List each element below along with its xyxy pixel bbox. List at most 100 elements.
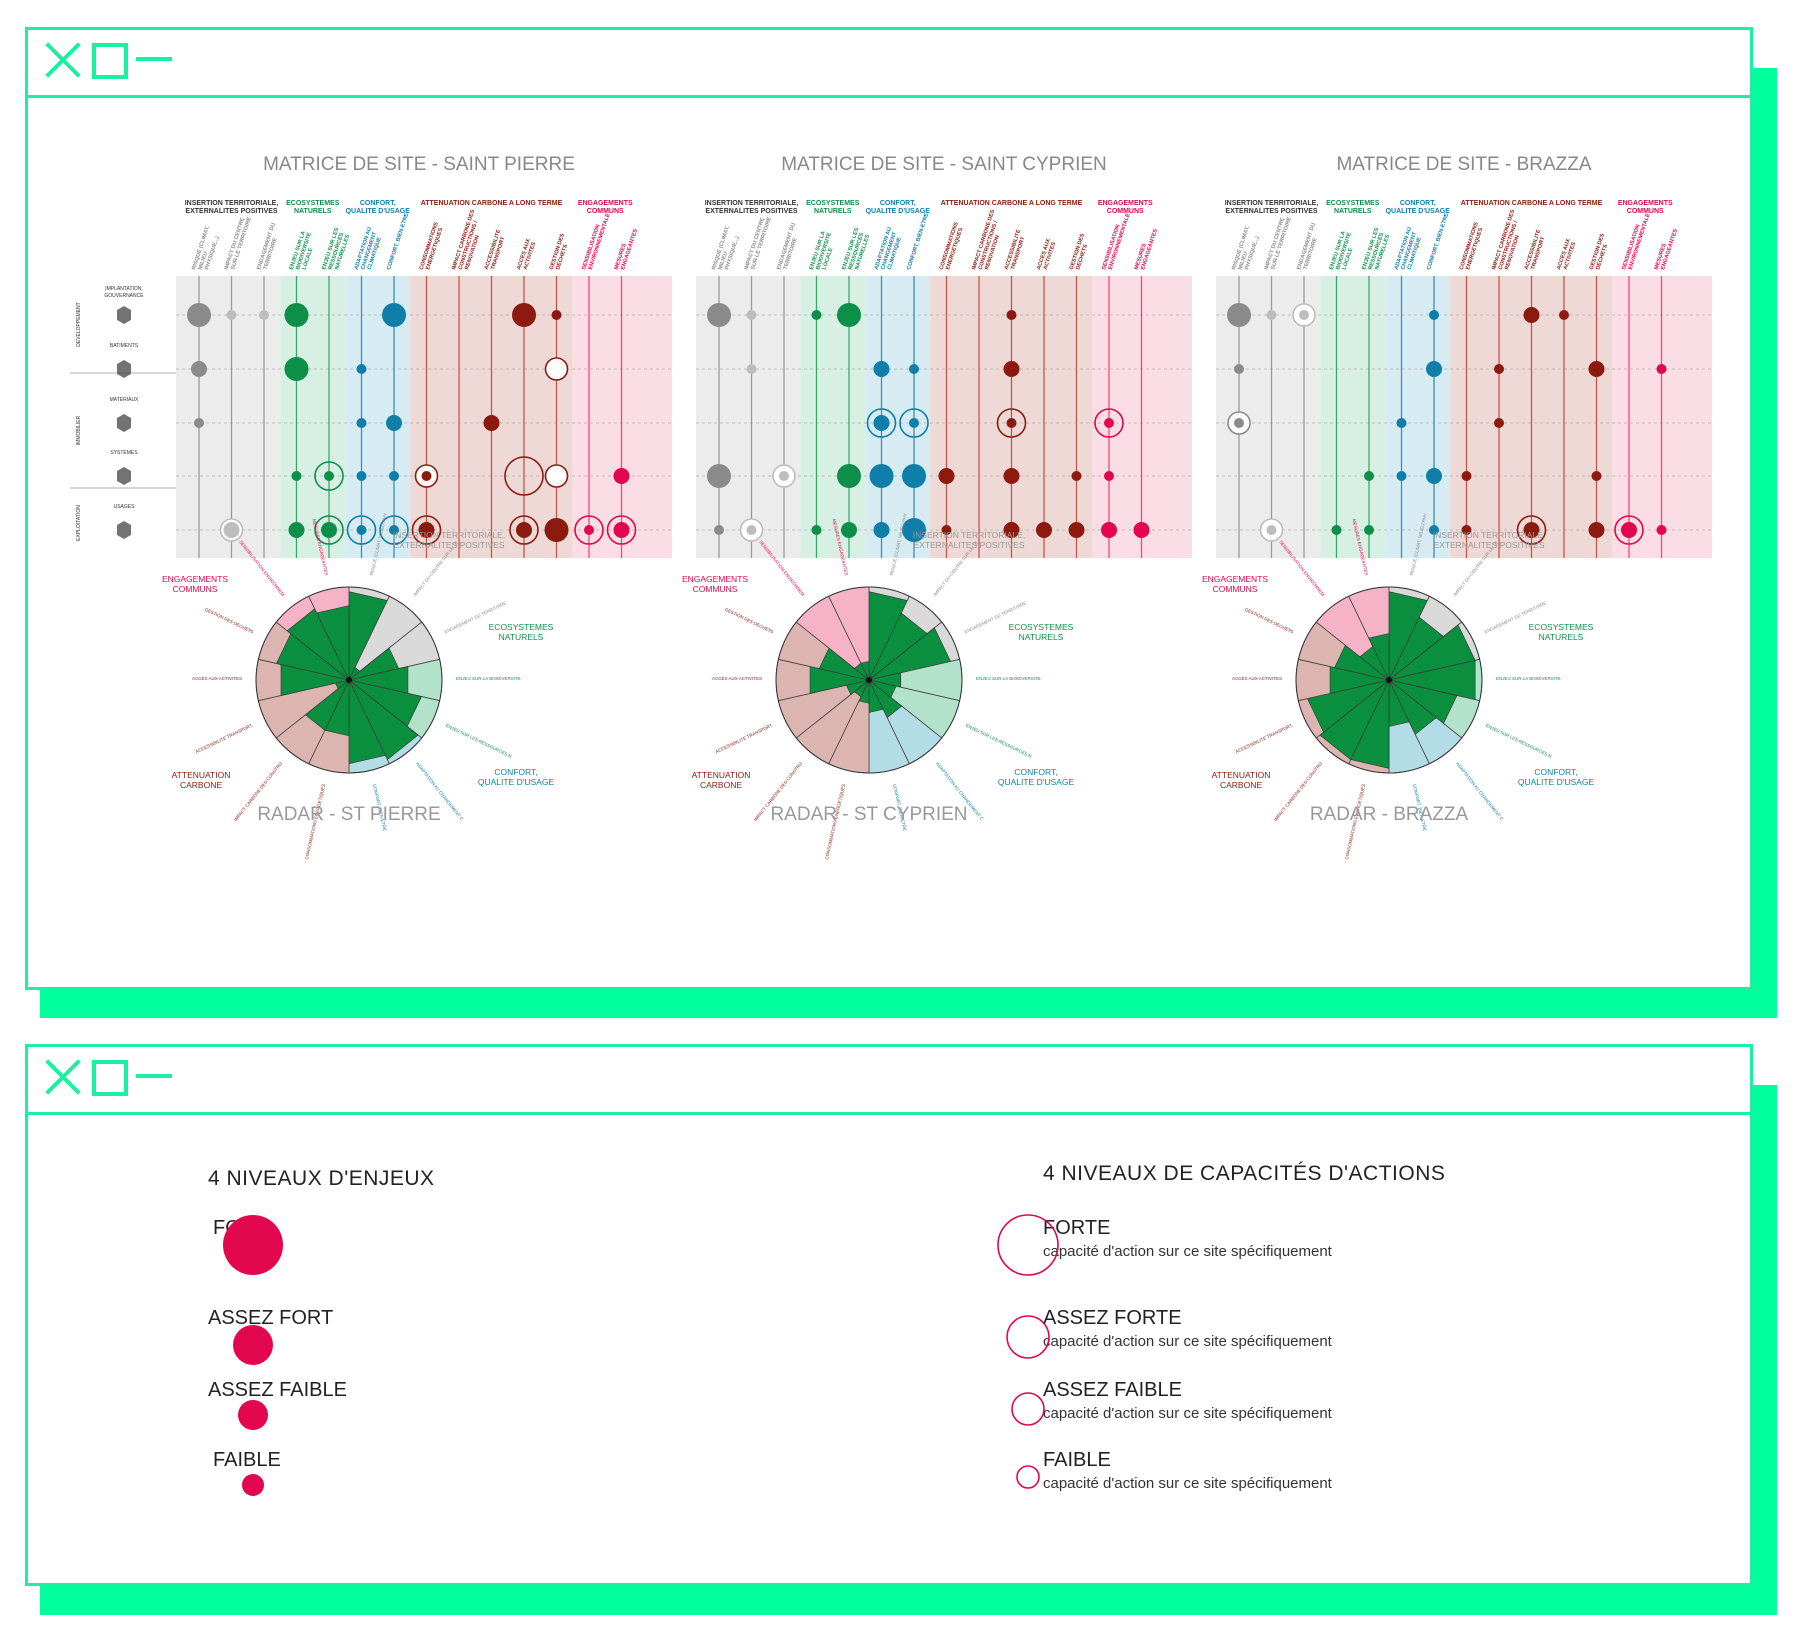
radar-category-label: ENGAGEMENTS bbox=[682, 574, 748, 584]
stake-dot bbox=[1621, 522, 1637, 538]
column-label: MILIEU bbox=[1238, 251, 1249, 271]
enjeux-label: ASSEZ FORT bbox=[208, 1307, 334, 1329]
radar-category-label: EXTERNALITES POSITIVES bbox=[393, 540, 504, 550]
radar-chart: RISQUE (CLIMAT, MILIEU PHY IMPACT DU CENT… bbox=[1202, 513, 1595, 860]
minimize-icon[interactable] bbox=[136, 1074, 172, 1078]
legend-symbols bbox=[223, 1214, 1059, 1496]
category-header: QUALITE D'USAGE bbox=[866, 208, 931, 215]
stake-dot bbox=[1364, 471, 1374, 481]
stake-dot bbox=[187, 303, 211, 327]
column-label: CONFORT, BIEN-ETRE bbox=[386, 212, 410, 271]
action-capacity-ring bbox=[411, 515, 442, 545]
capacite-sub: capacité d'action sur ce site spécifique… bbox=[1043, 1333, 1332, 1350]
stake-dot bbox=[386, 415, 402, 431]
close-icon[interactable] bbox=[44, 42, 80, 78]
radar-center bbox=[866, 677, 872, 683]
stake-dot bbox=[779, 471, 789, 481]
stake-dot bbox=[1426, 468, 1442, 484]
stake-dot bbox=[1299, 310, 1309, 320]
row-label: IMPLANTATION, bbox=[105, 286, 143, 292]
stake-dot bbox=[1036, 522, 1052, 538]
radar-category-label: NATURELS bbox=[499, 632, 544, 642]
radar-center bbox=[346, 677, 352, 683]
stake-level-dot bbox=[238, 1400, 268, 1430]
stake-dot bbox=[938, 468, 955, 484]
stake-dot bbox=[811, 525, 822, 535]
category-header: ENGAGEMENTS bbox=[1618, 200, 1673, 207]
capacite-sub: capacité d'action sur ce site spécifique… bbox=[1043, 1243, 1332, 1260]
stake-dot bbox=[356, 364, 367, 374]
action-capacity-ring bbox=[1094, 408, 1124, 438]
stake-dot bbox=[551, 310, 562, 320]
maximize-icon[interactable] bbox=[92, 1060, 128, 1096]
radar-sector-label: ACCES AUX ACTIVITES bbox=[192, 676, 242, 681]
stake-dot bbox=[382, 303, 406, 327]
stake-dot bbox=[194, 418, 204, 428]
category-header: ATTENUATION CARBONE A LONG TERME bbox=[421, 200, 563, 207]
radar-title: RADAR - ST PIERRE bbox=[257, 804, 440, 825]
stake-dot bbox=[1331, 525, 1342, 535]
action-capacity-ring bbox=[606, 515, 637, 545]
action-capacity-ring bbox=[509, 515, 539, 545]
stake-dot bbox=[544, 518, 569, 542]
stake-dot bbox=[1003, 468, 1020, 484]
enjeux-label: ASSEZ FAIBLE bbox=[208, 1379, 347, 1401]
radar-category-label: ECOSYSTEMES bbox=[1529, 622, 1594, 632]
stake-dot bbox=[421, 471, 432, 481]
stake-dot bbox=[1656, 364, 1667, 374]
matrices-canvas: DEVELOPPEMENT IMMOBILIER EXPLOITATION IMPLA… bbox=[70, 154, 1712, 860]
radar-category-label: CONFORT, bbox=[1014, 767, 1057, 777]
site-matrix: MATRICE DE SITE - BRAZZA INSERTION TERRIT… bbox=[1216, 154, 1712, 558]
radar-chart: RISQUE (CLIMAT, MILIEU PHY IMPACT DU CENT… bbox=[162, 513, 555, 860]
stake-dot bbox=[902, 518, 926, 542]
radar-category-label: COMMUNS bbox=[693, 584, 738, 594]
stake-dot bbox=[1396, 418, 1407, 428]
category-band bbox=[1320, 276, 1386, 558]
stake-dot bbox=[1591, 471, 1602, 481]
stake-dot bbox=[714, 525, 724, 535]
stake-dot bbox=[321, 522, 337, 538]
column-label: MILIEU bbox=[198, 251, 209, 271]
stake-dot bbox=[1656, 525, 1667, 535]
maximize-icon[interactable] bbox=[92, 43, 128, 79]
radar-outline bbox=[255, 586, 443, 774]
stake-dot bbox=[1396, 471, 1407, 481]
stake-dot bbox=[613, 522, 630, 538]
radar-value bbox=[860, 661, 870, 681]
site-matrix: MATRICE DE SITE - SAINT CYPRIEN INSERTION… bbox=[696, 154, 1192, 558]
category-header: ENGAGEMENTS bbox=[578, 200, 633, 207]
window-legend: 4 NIVEAUX D'ENJEUX FORT ASSEZ FORT ASSEZ… bbox=[25, 1044, 1753, 1586]
radar-sector-label: ACCESSIBILITE TRANSPORT bbox=[195, 723, 254, 755]
stake-dot bbox=[1101, 522, 1117, 538]
category-header: NATURELS bbox=[814, 208, 852, 215]
stake-dot bbox=[356, 525, 367, 535]
radar-category-label: QUALITE D'USAGE bbox=[478, 777, 555, 787]
radar-category-label: ECOSYSTEMES bbox=[1009, 622, 1074, 632]
stake-dot bbox=[613, 468, 630, 484]
capacity-level-ring bbox=[997, 1214, 1059, 1276]
stake-dot bbox=[811, 310, 822, 320]
stake-dot bbox=[941, 525, 952, 535]
column-label: CONFORT, BIEN-ETRE bbox=[906, 212, 930, 271]
row-label: SYSTEMES bbox=[110, 450, 138, 456]
capacites-legend-title: 4 NIVEAUX DE CAPACITÉS D'ACTIONS bbox=[1043, 1162, 1446, 1185]
category-header: EXTERNALITES POSITIVES bbox=[1225, 208, 1318, 215]
category-header: CONFORT, bbox=[1400, 200, 1436, 207]
category-header: CONFORT, bbox=[880, 200, 916, 207]
minimize-icon[interactable] bbox=[136, 57, 172, 61]
stake-dot bbox=[1068, 522, 1085, 538]
stake-dot bbox=[746, 364, 757, 374]
capacite-label: FORTE bbox=[1043, 1217, 1111, 1239]
enjeux-label: FAIBLE bbox=[213, 1449, 281, 1471]
stake-dot bbox=[191, 361, 207, 377]
category-header: ECOSYSTEMES bbox=[1326, 200, 1380, 207]
category-header: ECOSYSTEMES bbox=[286, 200, 340, 207]
radar-sector-label: ENJEU SUR LES RESSOURCES N bbox=[965, 723, 1033, 759]
radar-sector-label: GESTION DES DECHETS bbox=[724, 607, 774, 635]
stake-dot bbox=[837, 464, 861, 488]
close-icon[interactable] bbox=[44, 1059, 80, 1095]
row-label: MATERIAUX bbox=[110, 397, 139, 403]
category-header: INSERTION TERRITORIALE, bbox=[1225, 200, 1319, 207]
capacite-label: FAIBLE bbox=[1043, 1449, 1111, 1471]
stake-dot bbox=[873, 522, 890, 538]
